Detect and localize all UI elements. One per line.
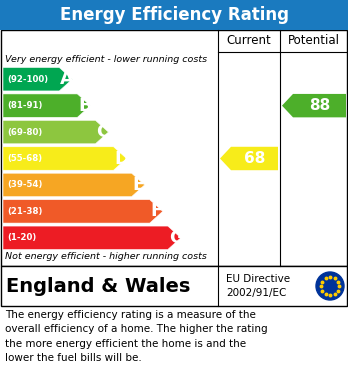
Text: C: C	[96, 123, 110, 141]
Polygon shape	[3, 94, 90, 117]
Text: (55-68): (55-68)	[7, 154, 42, 163]
Text: F: F	[151, 203, 163, 221]
Text: (92-100): (92-100)	[7, 75, 48, 84]
Polygon shape	[3, 120, 109, 144]
Polygon shape	[3, 200, 163, 223]
Text: Energy Efficiency Rating: Energy Efficiency Rating	[60, 6, 288, 24]
Bar	[1, 30, 347, 266]
Bar	[1, 266, 347, 306]
Polygon shape	[282, 94, 346, 117]
Text: Very energy efficient - lower running costs: Very energy efficient - lower running co…	[5, 55, 207, 64]
Text: E: E	[133, 176, 145, 194]
Text: Not energy efficient - higher running costs: Not energy efficient - higher running co…	[5, 252, 207, 261]
Text: Potential: Potential	[288, 34, 340, 47]
Text: D: D	[114, 149, 129, 167]
Text: England & Wales: England & Wales	[6, 276, 190, 296]
Text: 88: 88	[309, 98, 330, 113]
Text: (69-80): (69-80)	[7, 127, 42, 136]
Text: (1-20): (1-20)	[7, 233, 36, 242]
Text: G: G	[169, 229, 184, 247]
Text: (39-54): (39-54)	[7, 180, 42, 189]
Text: B: B	[78, 97, 92, 115]
Text: (21-38): (21-38)	[7, 207, 42, 216]
Polygon shape	[3, 147, 127, 170]
Text: 68: 68	[244, 151, 265, 166]
Polygon shape	[3, 173, 145, 197]
Text: The energy efficiency rating is a measure of the
overall efficiency of a home. T: The energy efficiency rating is a measur…	[5, 310, 268, 363]
Text: (81-91): (81-91)	[7, 101, 42, 110]
Text: Current: Current	[227, 34, 271, 47]
Polygon shape	[3, 68, 72, 91]
Text: A: A	[60, 70, 74, 88]
Polygon shape	[3, 226, 181, 249]
Text: EU Directive
2002/91/EC: EU Directive 2002/91/EC	[226, 274, 290, 298]
Polygon shape	[220, 147, 278, 170]
Circle shape	[316, 272, 344, 300]
Bar	[0, 0, 348, 30]
